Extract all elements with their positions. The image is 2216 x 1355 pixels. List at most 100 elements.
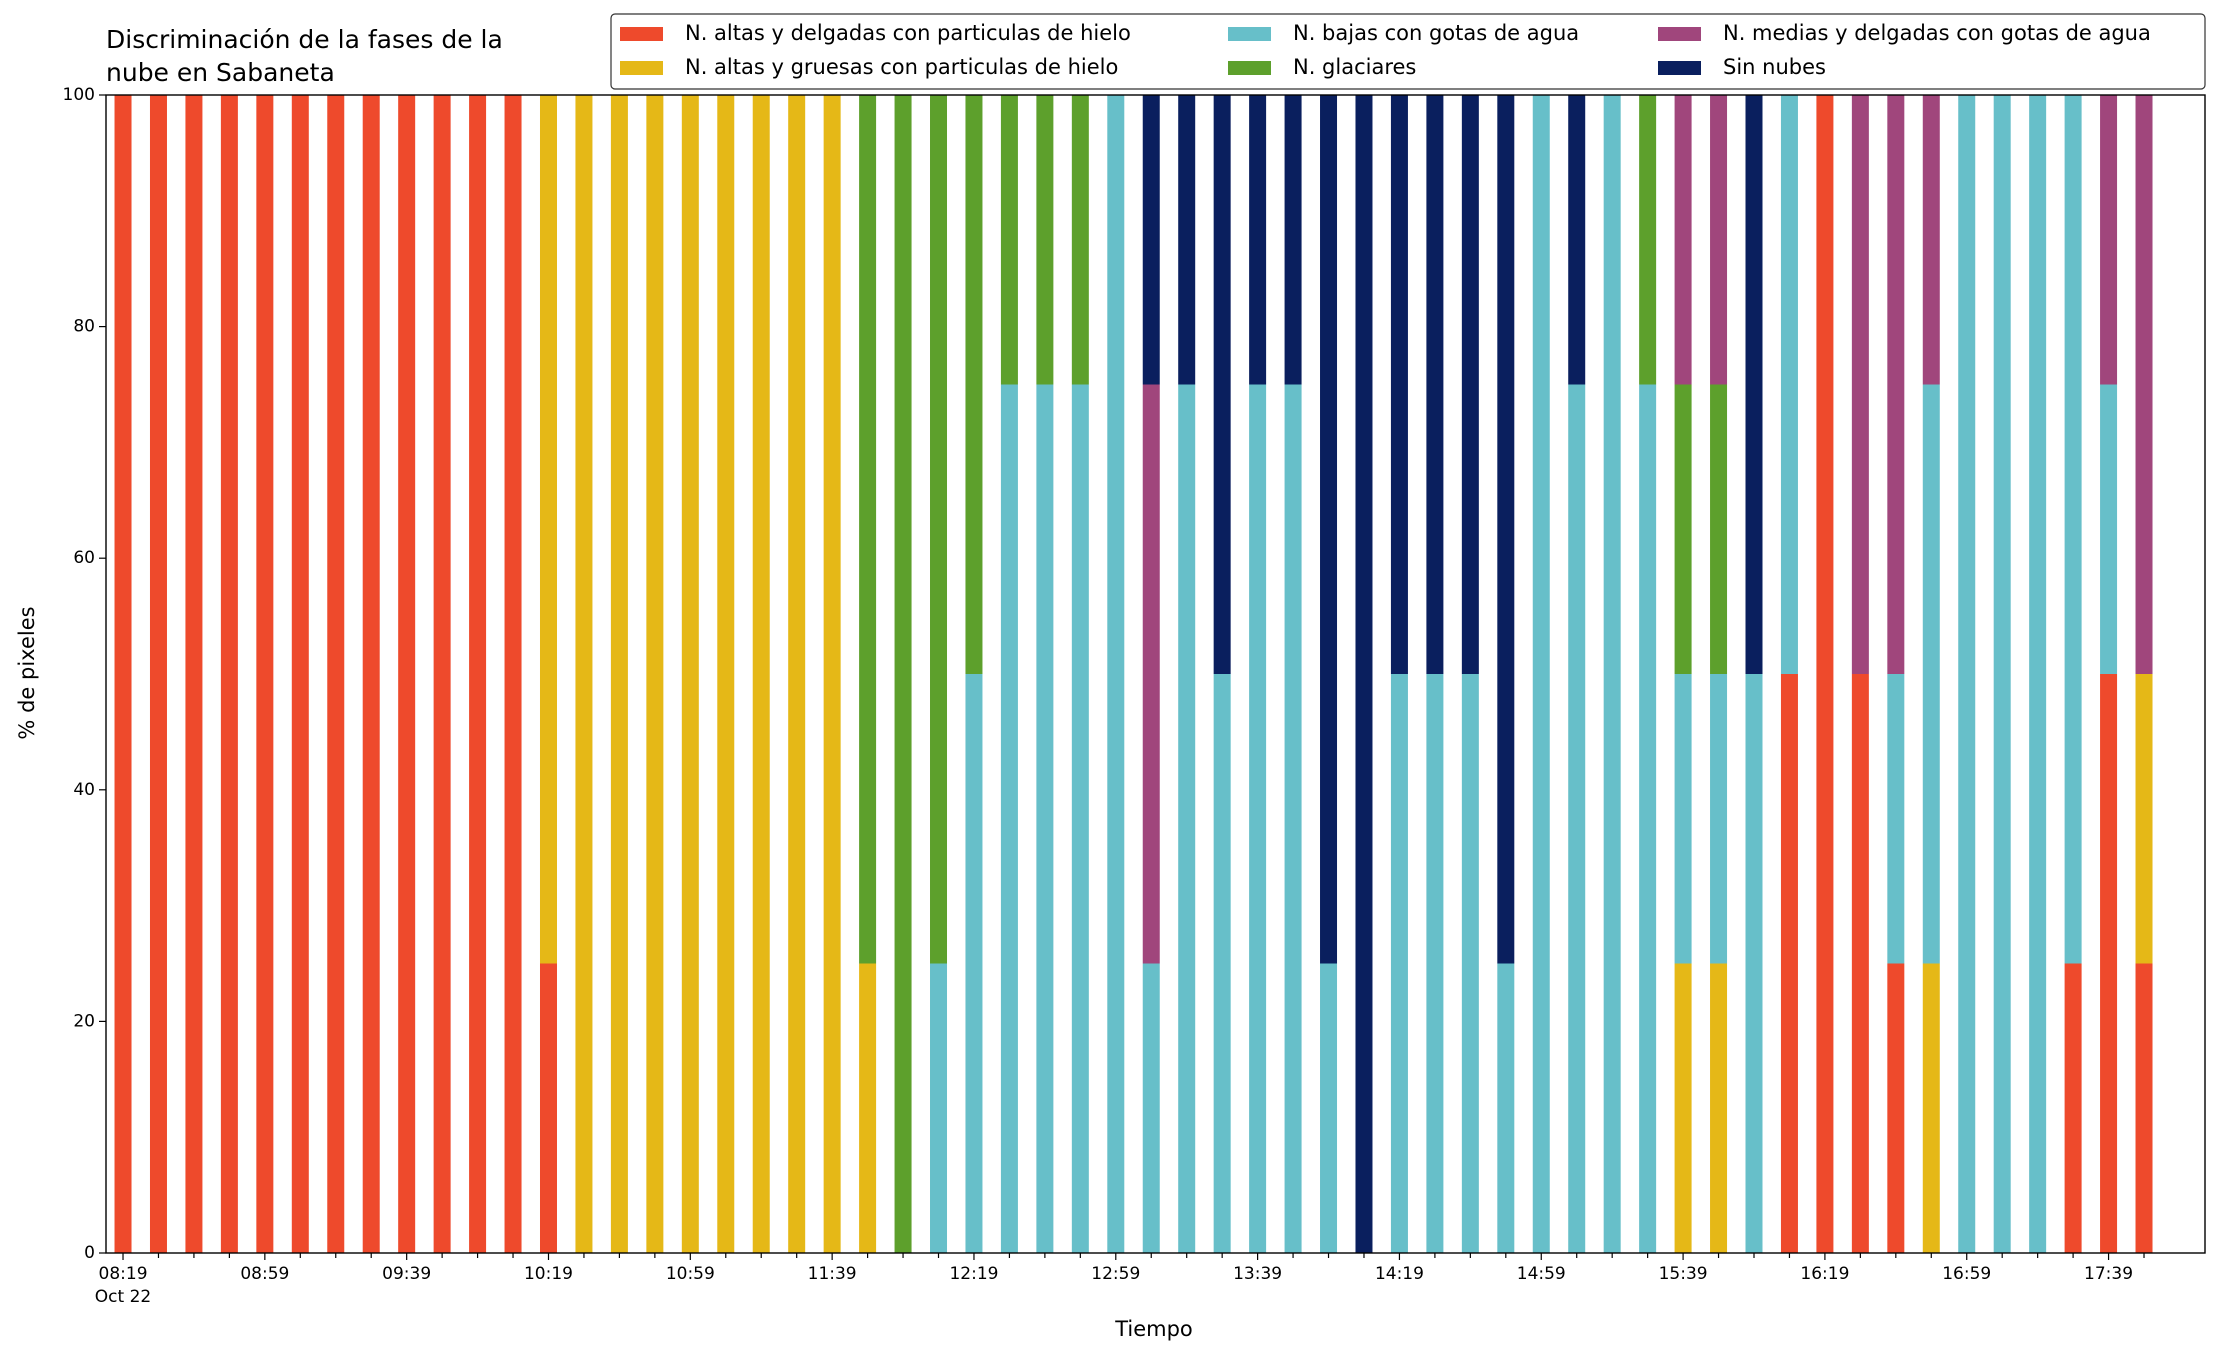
bar-segment xyxy=(1355,95,1373,1253)
bar-segment xyxy=(1461,674,1479,1253)
bar-segment xyxy=(2100,384,2118,674)
x-tick-label: 12:19 xyxy=(949,1264,998,1284)
bar-segment xyxy=(1568,95,1586,385)
bar-segment xyxy=(1639,95,1657,385)
bar-segment xyxy=(1497,963,1515,1253)
bar-segment xyxy=(1000,384,1018,1253)
x-tick-label: 11:39 xyxy=(808,1264,857,1284)
bar-segment xyxy=(1745,674,1763,1253)
bar-segment xyxy=(1816,95,1834,1253)
bar-segment xyxy=(1426,674,1444,1253)
y-tick-label: 60 xyxy=(73,548,95,568)
legend-label: Sin nubes xyxy=(1723,55,1826,79)
bar-segment xyxy=(1922,384,1940,964)
bar-segment xyxy=(1213,95,1231,674)
bar-segment xyxy=(1142,95,1160,385)
bar-segment xyxy=(1674,384,1692,674)
bar-segment xyxy=(1036,95,1054,385)
bar-segment xyxy=(1249,384,1267,1253)
bar-segment xyxy=(1780,95,1798,674)
x-tick-label: 16:59 xyxy=(1942,1264,1991,1284)
x-tick-label: 13:39 xyxy=(1233,1264,1282,1284)
bar-segment xyxy=(291,95,309,1253)
x-tick-label: 17:39 xyxy=(2084,1264,2133,1284)
bar-segment xyxy=(1568,384,1586,1253)
bar-segment xyxy=(1745,95,1763,674)
y-tick-label: 80 xyxy=(73,317,95,337)
bar-segment xyxy=(327,95,345,1253)
bar-segment xyxy=(1922,963,1940,1253)
bar-segment xyxy=(1532,95,1550,1253)
bar-segment xyxy=(220,95,238,1253)
legend-label: N. medias y delgadas con gotas de agua xyxy=(1723,21,2151,45)
x-tick-label: 15:39 xyxy=(1659,1264,1708,1284)
bar-segment xyxy=(859,95,877,964)
x-tick-label: 09:39 xyxy=(382,1264,431,1284)
bar-segment xyxy=(1142,384,1160,964)
bar-segment xyxy=(1851,674,1869,1253)
bar-segment xyxy=(930,963,948,1253)
x-tick-label: 08:19 xyxy=(99,1264,148,1284)
bar-segment xyxy=(2100,95,2118,385)
bar-segment xyxy=(1497,95,1515,964)
legend-label: N. altas y delgadas con particulas de hi… xyxy=(685,21,1131,45)
bar-segment xyxy=(1320,963,1338,1253)
bar-segment xyxy=(965,674,983,1253)
legend-frame xyxy=(610,13,2206,90)
bar-segment xyxy=(149,95,167,1253)
bar-segment xyxy=(610,95,628,1253)
bar-segment xyxy=(1178,384,1196,1253)
bar-segment xyxy=(2135,95,2153,674)
bar-segment xyxy=(1710,963,1728,1253)
x-tick-label: 16:19 xyxy=(1800,1264,1849,1284)
x-tick-label: 10:19 xyxy=(524,1264,573,1284)
y-axis-label: % de pixeles xyxy=(15,606,39,739)
bar-segment xyxy=(256,95,274,1253)
bar-segment xyxy=(398,95,416,1253)
bar-segment xyxy=(1036,384,1054,1253)
x-tick-label: 14:59 xyxy=(1517,1264,1566,1284)
bar-segment xyxy=(1390,95,1408,674)
y-tick-label: 40 xyxy=(73,780,95,800)
bar-segment xyxy=(1710,384,1728,674)
bar-segment xyxy=(965,95,983,674)
bar-segment xyxy=(2029,95,2047,1253)
y-tick-label: 0 xyxy=(84,1243,95,1263)
bar-segment xyxy=(1922,95,1940,385)
bar-segment xyxy=(1958,95,1976,1253)
bar-segment xyxy=(539,95,557,964)
bar-segment xyxy=(2064,95,2082,964)
bar-segment xyxy=(1284,384,1302,1253)
bar-segment xyxy=(646,95,664,1253)
bar-segment xyxy=(575,95,593,1253)
bar-segment xyxy=(362,95,380,1253)
bar-segment xyxy=(930,95,948,964)
bar-segment xyxy=(752,95,770,1253)
legend-label: N. glaciares xyxy=(1293,55,1416,79)
bar-segment xyxy=(185,95,203,1253)
y-tick-label: 100 xyxy=(63,85,95,105)
bar-segment xyxy=(1142,963,1160,1253)
legend-swatch xyxy=(620,61,663,75)
y-tick-label: 20 xyxy=(73,1011,95,1031)
bar-segment xyxy=(1071,384,1089,1253)
x-axis-label: Tiempo xyxy=(1114,1317,1193,1341)
legend-swatch xyxy=(1658,61,1701,75)
bar-segment xyxy=(681,95,699,1253)
x-tick-label: 08:59 xyxy=(240,1264,289,1284)
legend-swatch xyxy=(1228,27,1271,41)
bar-segment xyxy=(1461,95,1479,674)
bar-segment xyxy=(1887,95,1905,674)
bar-segment xyxy=(1284,95,1302,385)
legend-label: N. altas y gruesas con particulas de hie… xyxy=(685,55,1118,79)
bar-segment xyxy=(1993,95,2011,1253)
bar-segment xyxy=(1426,95,1444,674)
bar-segment xyxy=(469,95,487,1253)
bar-segment xyxy=(788,95,806,1253)
bar-segment xyxy=(1390,674,1408,1253)
bar-segment xyxy=(717,95,735,1253)
bar-segment xyxy=(1639,384,1657,1253)
bar-segment xyxy=(2135,963,2153,1253)
bar-segment xyxy=(1213,674,1231,1253)
bar-segment xyxy=(1071,95,1089,385)
